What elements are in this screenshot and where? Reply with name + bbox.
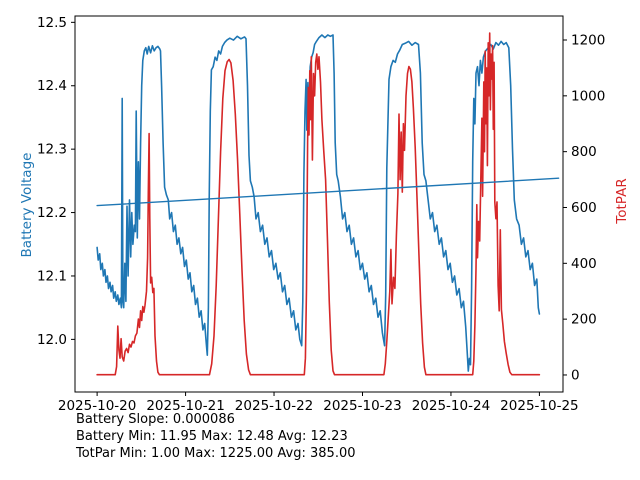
tick-label: 12.5 [37, 15, 67, 31]
tick-label: 2025-10-21 [146, 398, 224, 414]
tick-label: 0 [571, 367, 580, 383]
tick-label: 2025-10-24 [412, 398, 490, 414]
battery-voltage-line [96, 34, 541, 372]
totpar-stats-annotation: TotPar Min: 1.00 Max: 1225.00 Avg: 385.0… [76, 446, 356, 461]
tick-label: 12.2 [37, 205, 67, 221]
right-axis-label: TotPAR [614, 178, 630, 224]
tick-label: 12.0 [37, 332, 67, 348]
tick-label: 800 [571, 144, 597, 160]
tick-label: 2025-10-25 [500, 398, 578, 414]
battery-slope-annotation: Battery Slope: 0.000086 [76, 412, 235, 427]
tick-label: 400 [571, 256, 597, 272]
tick-label: 12.4 [37, 78, 67, 94]
left-ticks: 12.0 12.1 12.2 12.3 12.4 12.5 [37, 15, 75, 348]
battery-trend-line [96, 177, 560, 207]
totpar-line [96, 32, 541, 376]
plot-border [74, 15, 564, 393]
tick-label: 12.1 [37, 268, 67, 284]
x-ticks: 2025-10-20 2025-10-21 2025-10-22 2025-10-23… [58, 392, 579, 414]
tick-label: 1200 [571, 33, 605, 49]
left-axis-label: Battery Voltage [19, 152, 35, 258]
tick-label: 1000 [571, 88, 605, 104]
battery-stats-annotation: Battery Min: 11.95 Max: 12.48 Avg: 12.23 [76, 429, 348, 444]
tick-label: 600 [571, 200, 597, 216]
right-ticks: 0 200 400 600 800 1000 1200 [563, 33, 605, 383]
tick-label: 2025-10-20 [58, 398, 136, 414]
tick-label: 12.3 [37, 142, 67, 158]
tick-label: 200 [571, 312, 597, 328]
tick-label: 2025-10-23 [323, 398, 401, 414]
tick-label: 2025-10-22 [235, 398, 313, 414]
